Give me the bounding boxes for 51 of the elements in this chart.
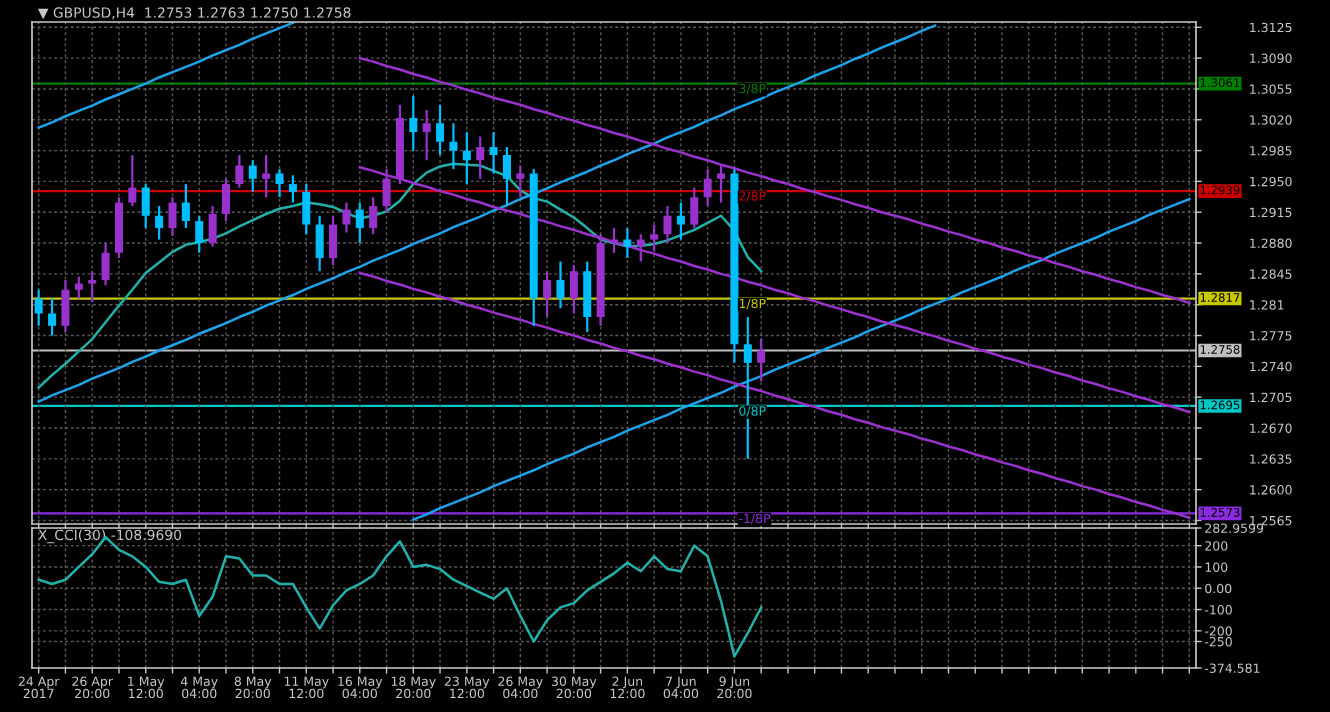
candlestick [208, 204, 217, 248]
candlestick [195, 214, 204, 254]
candlestick [436, 103, 445, 157]
candlestick [262, 153, 271, 199]
candlestick [48, 297, 57, 337]
candlestick [449, 122, 458, 171]
candlestick [128, 153, 137, 208]
candlestick [636, 233, 645, 263]
line-series [358, 271, 1191, 520]
candlestick [650, 223, 659, 253]
candlestick [61, 278, 70, 334]
candlestick [690, 186, 699, 230]
candlestick [34, 288, 43, 327]
candlestick [703, 167, 712, 208]
candlestick [623, 226, 632, 260]
candlestick [235, 153, 244, 189]
candlestick [516, 164, 525, 199]
candlestick [676, 201, 685, 241]
candlestick [422, 108, 431, 162]
candlestick [355, 201, 364, 245]
candlestick [275, 167, 284, 199]
candlestick [663, 204, 672, 245]
candlestick [221, 177, 231, 223]
candlestick [342, 201, 351, 234]
candlestick [168, 196, 177, 238]
candlestick [556, 260, 565, 310]
candlestick [141, 182, 150, 230]
candlestick [462, 130, 471, 186]
line-series [358, 56, 1191, 305]
candlestick [329, 214, 338, 267]
candlestick [288, 174, 297, 204]
line-series [37, 24, 937, 403]
candlestick [181, 182, 190, 230]
candlestick [717, 164, 726, 204]
candlestick [409, 94, 418, 152]
candlestick [155, 204, 164, 241]
candlestick [369, 196, 378, 236]
candlestick [569, 263, 578, 315]
candlestick [757, 337, 766, 383]
candlestick [543, 270, 552, 319]
candlestick [476, 135, 485, 180]
candlestick [489, 130, 498, 175]
candlestick [583, 260, 592, 334]
candlestick [502, 145, 511, 208]
line-series [37, 22, 295, 129]
candlestick [101, 241, 110, 287]
candlestick [248, 159, 257, 194]
candlestick [88, 270, 97, 304]
candlestick [315, 214, 324, 273]
candlestick [74, 275, 83, 300]
candlestick [302, 182, 311, 236]
